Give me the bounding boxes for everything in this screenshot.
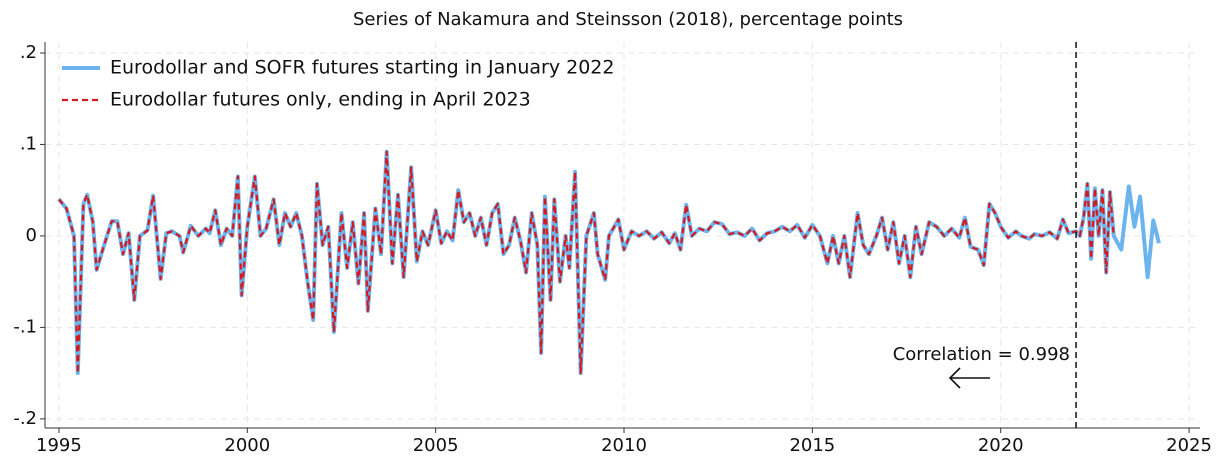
annotation: Correlation = 0.998	[893, 344, 1070, 365]
y-tick-label: -.2	[13, 408, 37, 429]
x-tick-label: 1995	[36, 435, 82, 456]
x-tick-label: 2000	[224, 435, 270, 456]
marks	[57, 149, 1161, 376]
x-tick-label: 2020	[978, 435, 1024, 456]
arrow	[948, 367, 990, 389]
series-line	[57, 149, 1161, 376]
y-tick-label: .1	[20, 133, 37, 154]
legend-label: Eurodollar and SOFR futures starting in …	[110, 57, 614, 79]
legend: Eurodollar and SOFR futures starting in …	[62, 57, 614, 111]
x-tick-label: 2015	[789, 435, 835, 456]
y-tick-label: -.1	[13, 316, 37, 337]
x-tick-label: 2010	[601, 435, 647, 456]
x-tick-label: 2005	[413, 435, 459, 456]
series-line	[58, 150, 1115, 375]
legend-label: Eurodollar futures only, ending in April…	[110, 89, 531, 111]
x-tick-label: 2025	[1166, 435, 1212, 456]
chart-title: Series of Nakamura and Steinsson (2018),…	[353, 9, 903, 30]
y-tick-label: 0	[26, 225, 37, 246]
y-tick-label: .2	[20, 42, 37, 63]
